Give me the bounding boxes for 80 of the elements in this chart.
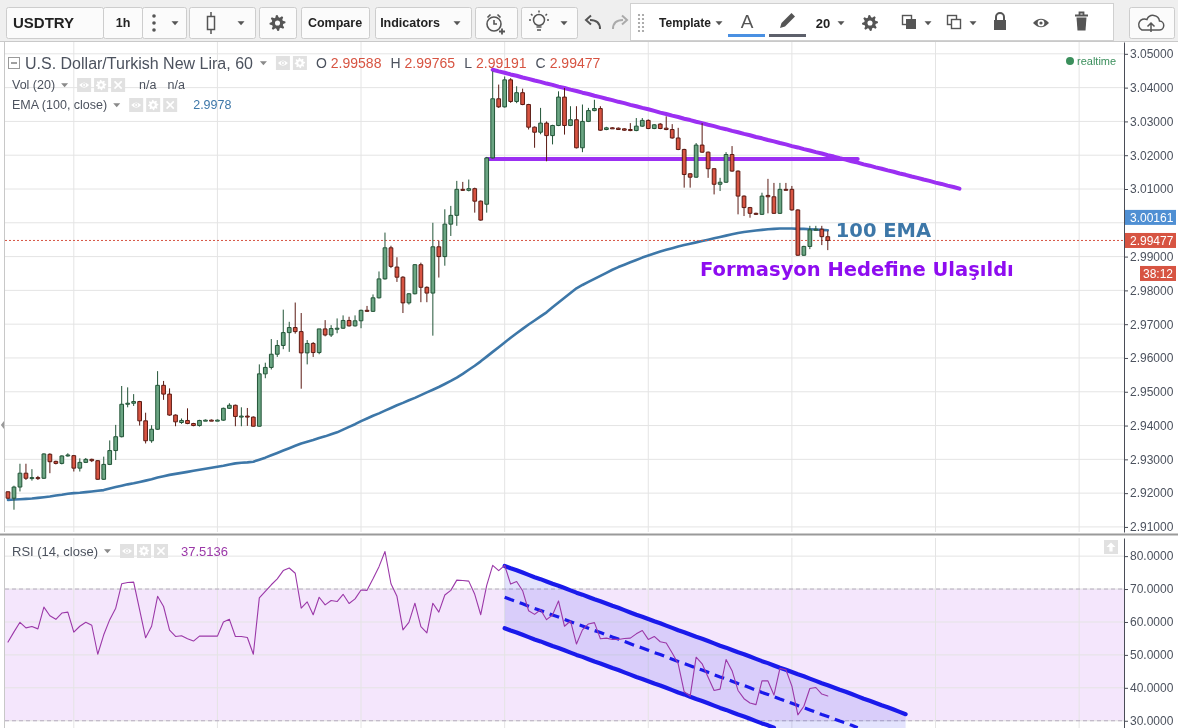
y-tick-label: 2.94000 xyxy=(1130,418,1174,433)
y-tick-label: 2.97000 xyxy=(1130,317,1174,332)
line-series xyxy=(503,595,860,728)
text: USDTRY xyxy=(13,14,75,32)
line-series xyxy=(6,227,830,502)
candlestick xyxy=(322,319,328,337)
y-tick-label: 60.0000 xyxy=(1130,615,1174,630)
candlestick xyxy=(466,179,472,192)
text: Template xyxy=(659,16,712,31)
text: Compare xyxy=(307,16,363,31)
candlestick xyxy=(346,316,352,328)
candlestick xyxy=(316,328,322,355)
line-series xyxy=(502,626,777,728)
candlestick xyxy=(514,85,519,104)
text: 1h xyxy=(115,16,131,31)
y-tick-label: 70.0000 xyxy=(1130,582,1174,597)
candlestick xyxy=(5,490,11,500)
candlestick xyxy=(233,404,238,427)
text: 3.00161 xyxy=(1130,210,1174,225)
candlestick xyxy=(364,305,370,313)
candlestick xyxy=(430,222,436,337)
y-tick-label: 3.02000 xyxy=(1130,148,1174,163)
candlestick xyxy=(759,192,765,216)
annotation: Vol (20) xyxy=(12,78,56,93)
candlestick xyxy=(598,105,603,132)
annotation: realtime xyxy=(1077,54,1117,67)
y-tick-label: 2.95000 xyxy=(1130,385,1174,400)
y-tick-label: 2.99000 xyxy=(1130,249,1174,264)
annotation: Formasyon Hedefine Ulaşıldı xyxy=(700,258,1014,281)
y-tick-label: 3.04000 xyxy=(1130,80,1174,95)
text: O 2.99588 H 2.99765 L 2.99191 C 2.99477 xyxy=(315,54,601,71)
line-series xyxy=(490,67,962,191)
candlestick xyxy=(35,475,41,481)
candlestick xyxy=(209,418,214,422)
annotation: 2.9978 xyxy=(193,98,232,113)
y-tick-label: 3.03000 xyxy=(1130,114,1174,129)
candlestick xyxy=(23,463,29,481)
candlestick xyxy=(508,77,513,104)
candlestick xyxy=(239,406,244,427)
y-tick-label: 2.92000 xyxy=(1130,486,1174,501)
annotation: n/a xyxy=(139,78,157,93)
annotation: EMA (100, close) xyxy=(12,98,108,113)
ref-line-label: 2.99477 xyxy=(1130,233,1174,248)
candlestick xyxy=(693,142,699,179)
candlestick xyxy=(496,84,502,109)
candlestick xyxy=(29,468,35,482)
y-tick-label: 40.0000 xyxy=(1130,681,1174,696)
candlestick xyxy=(460,181,466,192)
candlestick xyxy=(645,118,651,130)
y-tick-label: 2.96000 xyxy=(1130,351,1174,366)
chart-title: RSI (14, close) xyxy=(12,543,98,559)
candlestick xyxy=(41,452,47,480)
candlestick xyxy=(544,120,549,162)
candlestick xyxy=(604,126,609,131)
y-tick-label: 30.0000 xyxy=(1130,714,1174,728)
y-tick-label: 2.93000 xyxy=(1130,452,1174,467)
candlestick xyxy=(777,182,783,215)
annotation: 37.5136 xyxy=(180,543,228,559)
candlestick xyxy=(71,454,77,473)
candlestick xyxy=(304,339,310,365)
candlestick xyxy=(310,341,316,358)
y-tick-label: 80.0000 xyxy=(1130,549,1174,564)
annotation: n/a xyxy=(167,78,185,93)
text: A xyxy=(740,10,754,32)
y-tick-label: 2.91000 xyxy=(1130,520,1174,535)
series-label: 100 EMA xyxy=(835,219,932,243)
y-tick-label: 50.0000 xyxy=(1130,648,1174,663)
candlestick xyxy=(574,105,579,149)
candlestick xyxy=(179,417,184,425)
y-tick-label: 3.05000 xyxy=(1130,47,1174,62)
candlestick xyxy=(538,107,543,135)
y-tick-label: 2.98000 xyxy=(1130,283,1174,298)
text: 20 xyxy=(815,15,831,31)
candlestick xyxy=(651,123,657,130)
y-tick-label: 3.01000 xyxy=(1130,182,1174,197)
text: U.S. Dollar/Turkish New Lira, 60 xyxy=(25,54,254,72)
candlestick xyxy=(562,87,567,136)
text: Indicators xyxy=(380,16,440,31)
candlestick xyxy=(568,105,573,127)
candlestick xyxy=(502,75,508,109)
